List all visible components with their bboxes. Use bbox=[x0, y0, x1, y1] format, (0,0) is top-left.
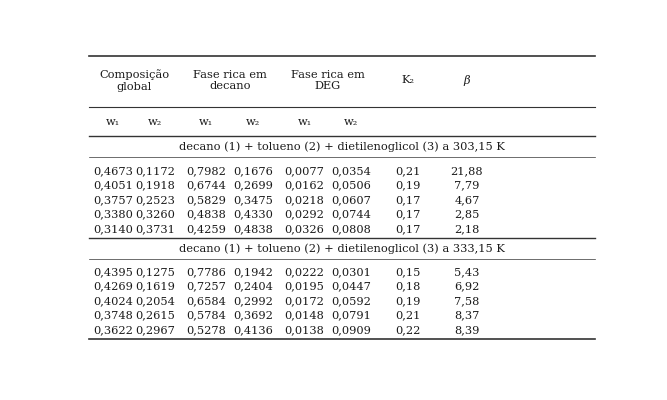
Text: 0,2404: 0,2404 bbox=[233, 281, 273, 291]
Text: decano (1) + tolueno (2) + dietilenoglicol (3) a 303,15 K: decano (1) + tolueno (2) + dietilenoglic… bbox=[179, 142, 505, 152]
Text: 0,2967: 0,2967 bbox=[135, 325, 175, 335]
Text: 0,0222: 0,0222 bbox=[285, 267, 325, 277]
Text: 0,1676: 0,1676 bbox=[233, 166, 273, 176]
Text: 8,39: 8,39 bbox=[454, 325, 480, 335]
Text: w₂: w₂ bbox=[147, 117, 162, 127]
Text: 0,0506: 0,0506 bbox=[331, 181, 371, 191]
Text: 0,0592: 0,0592 bbox=[331, 296, 371, 306]
Text: 0,0077: 0,0077 bbox=[285, 166, 325, 176]
Text: 5,43: 5,43 bbox=[454, 267, 480, 277]
Text: 0,3140: 0,3140 bbox=[93, 224, 133, 234]
Text: 0,1275: 0,1275 bbox=[135, 267, 175, 277]
Text: 7,58: 7,58 bbox=[454, 296, 480, 306]
Text: 0,22: 0,22 bbox=[396, 325, 421, 335]
Text: 0,0354: 0,0354 bbox=[331, 166, 371, 176]
Text: 0,4259: 0,4259 bbox=[187, 224, 226, 234]
Text: 0,1172: 0,1172 bbox=[135, 166, 175, 176]
Text: 0,5784: 0,5784 bbox=[187, 310, 226, 320]
Text: 0,0148: 0,0148 bbox=[285, 310, 325, 320]
Text: 0,3692: 0,3692 bbox=[233, 310, 273, 320]
Text: Fase rica em
DEG: Fase rica em DEG bbox=[291, 70, 365, 91]
Text: 0,0138: 0,0138 bbox=[285, 325, 325, 335]
Text: 0,2699: 0,2699 bbox=[233, 181, 273, 191]
Text: 0,4136: 0,4136 bbox=[233, 325, 273, 335]
Text: 2,18: 2,18 bbox=[454, 224, 480, 234]
Text: 0,2992: 0,2992 bbox=[233, 296, 273, 306]
Text: 0,4051: 0,4051 bbox=[93, 181, 133, 191]
Text: 0,0447: 0,0447 bbox=[331, 281, 371, 291]
Text: 0,3260: 0,3260 bbox=[135, 210, 175, 220]
Text: w₁: w₁ bbox=[106, 117, 121, 127]
Text: 0,3380: 0,3380 bbox=[93, 210, 133, 220]
Text: w₂: w₂ bbox=[344, 117, 358, 127]
Text: 0,0162: 0,0162 bbox=[285, 181, 325, 191]
Text: 0,3731: 0,3731 bbox=[135, 224, 175, 234]
Text: 0,7982: 0,7982 bbox=[187, 166, 226, 176]
Text: 0,4673: 0,4673 bbox=[93, 166, 133, 176]
Text: 0,1942: 0,1942 bbox=[233, 267, 273, 277]
Text: w₁: w₁ bbox=[199, 117, 213, 127]
Text: 0,0301: 0,0301 bbox=[331, 267, 371, 277]
Text: 6,92: 6,92 bbox=[454, 281, 480, 291]
Text: 0,5829: 0,5829 bbox=[187, 195, 226, 205]
Text: Composição
global: Composição global bbox=[99, 69, 169, 92]
Text: 0,0195: 0,0195 bbox=[285, 281, 325, 291]
Text: 0,6744: 0,6744 bbox=[187, 181, 226, 191]
Text: 8,37: 8,37 bbox=[454, 310, 480, 320]
Text: 0,0607: 0,0607 bbox=[331, 195, 371, 205]
Text: 4,67: 4,67 bbox=[454, 195, 480, 205]
Text: 0,7257: 0,7257 bbox=[187, 281, 226, 291]
Text: 0,17: 0,17 bbox=[396, 224, 421, 234]
Text: 0,0744: 0,0744 bbox=[331, 210, 371, 220]
Text: 0,7786: 0,7786 bbox=[187, 267, 226, 277]
Text: 7,79: 7,79 bbox=[454, 181, 480, 191]
Text: 0,0791: 0,0791 bbox=[331, 310, 371, 320]
Text: 0,1619: 0,1619 bbox=[135, 281, 175, 291]
Text: 0,4838: 0,4838 bbox=[187, 210, 226, 220]
Text: K₂: K₂ bbox=[402, 75, 414, 85]
Text: 0,15: 0,15 bbox=[396, 267, 421, 277]
Text: 0,0292: 0,0292 bbox=[285, 210, 325, 220]
Text: 0,4838: 0,4838 bbox=[233, 224, 273, 234]
Text: 0,5278: 0,5278 bbox=[187, 325, 226, 335]
Text: 0,0808: 0,0808 bbox=[331, 224, 371, 234]
Text: 0,4395: 0,4395 bbox=[93, 267, 133, 277]
Text: 0,3622: 0,3622 bbox=[93, 325, 133, 335]
Text: 0,18: 0,18 bbox=[396, 281, 421, 291]
Text: 0,4024: 0,4024 bbox=[93, 296, 133, 306]
Text: 0,1918: 0,1918 bbox=[135, 181, 175, 191]
Text: 0,0172: 0,0172 bbox=[285, 296, 325, 306]
Text: 2,85: 2,85 bbox=[454, 210, 480, 220]
Text: β: β bbox=[464, 75, 470, 86]
Text: 0,21: 0,21 bbox=[396, 310, 421, 320]
Text: 0,4269: 0,4269 bbox=[93, 281, 133, 291]
Text: 21,88: 21,88 bbox=[451, 166, 484, 176]
Text: 0,0218: 0,0218 bbox=[285, 195, 325, 205]
Text: w₁: w₁ bbox=[297, 117, 311, 127]
Text: 0,0909: 0,0909 bbox=[331, 325, 371, 335]
Text: 0,2054: 0,2054 bbox=[135, 296, 175, 306]
Text: 0,17: 0,17 bbox=[396, 210, 421, 220]
Text: 0,4330: 0,4330 bbox=[233, 210, 273, 220]
Text: 0,21: 0,21 bbox=[396, 166, 421, 176]
Text: 0,6584: 0,6584 bbox=[187, 296, 226, 306]
Text: 0,2615: 0,2615 bbox=[135, 310, 175, 320]
Text: 0,19: 0,19 bbox=[396, 296, 421, 306]
Text: 0,3475: 0,3475 bbox=[233, 195, 273, 205]
Text: decano (1) + tolueno (2) + dietilenoglicol (3) a 333,15 K: decano (1) + tolueno (2) + dietilenoglic… bbox=[179, 244, 505, 254]
Text: 0,0326: 0,0326 bbox=[285, 224, 325, 234]
Text: Fase rica em
decano: Fase rica em decano bbox=[193, 70, 267, 91]
Text: 0,17: 0,17 bbox=[396, 195, 421, 205]
Text: 0,3748: 0,3748 bbox=[93, 310, 133, 320]
Text: 0,3757: 0,3757 bbox=[93, 195, 133, 205]
Text: 0,2523: 0,2523 bbox=[135, 195, 175, 205]
Text: w₂: w₂ bbox=[246, 117, 260, 127]
Text: 0,19: 0,19 bbox=[396, 181, 421, 191]
